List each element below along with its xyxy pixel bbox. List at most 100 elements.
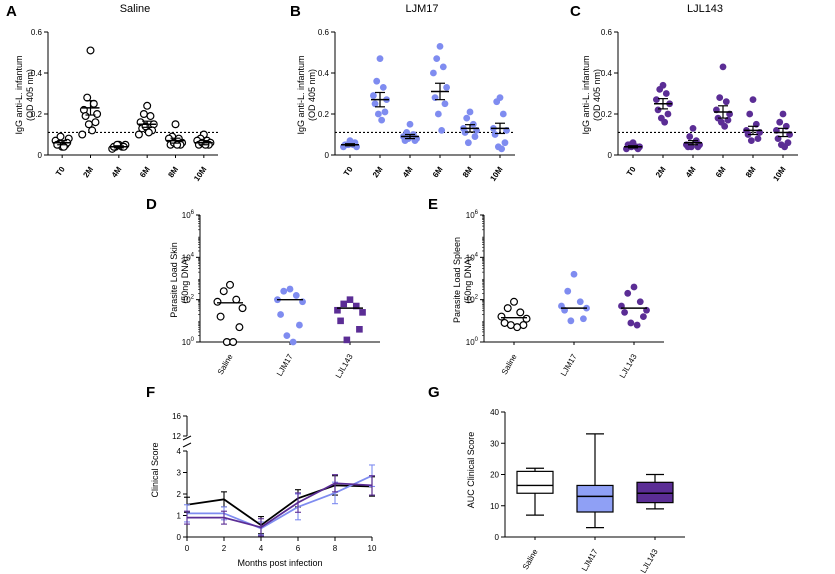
data-point-e [513, 323, 522, 332]
data-point-d [232, 295, 241, 304]
data-point-d [229, 338, 238, 347]
y-tick-label-d: 106 [182, 210, 195, 220]
y-tick-label-e: 102 [466, 295, 479, 305]
data-point-d [283, 332, 291, 340]
data-point-e [497, 312, 506, 321]
data-point-b [370, 92, 377, 99]
y-tick-label-g: 0 [495, 533, 500, 542]
x-tick-label-d: Saline [216, 352, 235, 376]
data-point-d [359, 309, 366, 316]
y-tick-label-g: 10 [490, 502, 499, 511]
x-tick-label-f: 0 [185, 544, 190, 553]
ylabel-d-line2: (50ng DNA) [180, 256, 190, 304]
data-point-b [466, 108, 474, 116]
y-tick-label-b: 0.2 [318, 110, 330, 119]
data-point-b [381, 108, 389, 116]
x-tick-label-b: 4M [401, 165, 415, 180]
ylabel-b-line2: (OD 405 nm) [307, 69, 317, 121]
data-point-b [434, 110, 442, 118]
data-point-c [749, 96, 757, 104]
data-point-b [493, 98, 501, 106]
box-ljm17 [576, 484, 614, 513]
data-point-e [627, 319, 635, 327]
x-tick-label-c: 4M [684, 165, 698, 180]
data-point-e [522, 314, 531, 323]
x-tick-label-c: 6M [714, 165, 728, 180]
data-point-a [83, 93, 92, 102]
panel-letter-c: C [570, 3, 581, 20]
y-tick-label-f: 0 [177, 533, 182, 542]
data-point-b [379, 83, 387, 91]
y-tick-label-c: 0.2 [601, 110, 613, 119]
data-point-a [78, 130, 87, 139]
panel-title-c: LJL143 [687, 3, 723, 15]
ylabel-e-line1: Parasite Load Spleen [452, 237, 462, 323]
data-point-d [356, 326, 363, 333]
data-point-d [280, 287, 288, 295]
data-point-b [373, 77, 381, 85]
panel-letter-g: G [428, 384, 440, 401]
x-tick-label-e: LJM17 [559, 352, 579, 378]
x-tick-label-e: Saline [500, 352, 519, 376]
data-point-d [343, 336, 351, 344]
data-point-b [433, 55, 441, 63]
panel-title-a: Saline [120, 3, 151, 15]
y-tick-label-e: 106 [466, 210, 479, 220]
x-tick-label-f: 10 [368, 544, 377, 553]
data-point-c [664, 110, 672, 118]
data-point-e [621, 308, 628, 316]
data-point-c [661, 118, 669, 126]
x-tick-label-c: 10M [771, 165, 787, 183]
x-tick-label-f: 8 [333, 544, 338, 553]
data-point-d [289, 338, 297, 346]
data-point-b [498, 145, 506, 153]
x-tick-label-b: 8M [461, 165, 475, 180]
data-point-e [636, 298, 644, 306]
series-line-ljl143 [187, 482, 373, 529]
data-point-b [491, 131, 499, 138]
panel-letter-e: E [428, 196, 438, 213]
panel-letter-f: F [146, 384, 155, 401]
data-point-e [580, 315, 587, 323]
y-tick-label-f: 16 [172, 412, 181, 421]
data-point-c [781, 143, 789, 151]
data-point-e [510, 297, 519, 306]
x-tick-label-g: LJM17 [580, 547, 600, 573]
axis-break-f [182, 435, 192, 441]
y-tick-label-c: 0.6 [601, 28, 613, 37]
data-point-d [226, 280, 235, 289]
x-tick-label-c: T0 [625, 165, 638, 178]
x-tick-label-a: 10M [192, 165, 208, 183]
y-tick-label-g: 20 [490, 471, 499, 480]
panel-title-b: LJM17 [405, 3, 438, 15]
data-point-a [56, 132, 65, 141]
data-point-b [471, 133, 479, 140]
data-point-a [146, 112, 155, 121]
y-tick-label-b: 0 [325, 151, 330, 160]
x-tick-label-g: Saline [521, 547, 540, 571]
data-point-e [516, 308, 525, 317]
ylabel-e-line2: (50ng DNA) [463, 256, 473, 304]
data-point-d [235, 323, 244, 332]
data-point-b [371, 100, 379, 108]
data-point-d [352, 302, 360, 310]
y-tick-label-b: 0.6 [318, 28, 330, 37]
x-tick-label-b: 6M [431, 165, 445, 180]
data-point-c [722, 98, 730, 106]
x-tick-label-c: 2M [654, 165, 668, 180]
data-point-b [501, 139, 509, 147]
y-tick-label-e: 100 [466, 337, 479, 347]
data-point-a [86, 46, 95, 55]
data-point-a [143, 101, 152, 110]
data-point-b [378, 116, 386, 124]
panel-letter-b: B [290, 3, 301, 20]
data-point-b [441, 100, 449, 108]
data-point-c [779, 110, 787, 118]
series-line-saline [186, 484, 373, 527]
data-point-a [173, 140, 182, 149]
y-tick-label-d: 102 [182, 295, 195, 305]
data-point-d [216, 312, 225, 321]
data-point-c [721, 122, 729, 130]
y-tick-label-c: 0 [608, 151, 613, 160]
y-tick-label-a: 0 [38, 151, 43, 160]
